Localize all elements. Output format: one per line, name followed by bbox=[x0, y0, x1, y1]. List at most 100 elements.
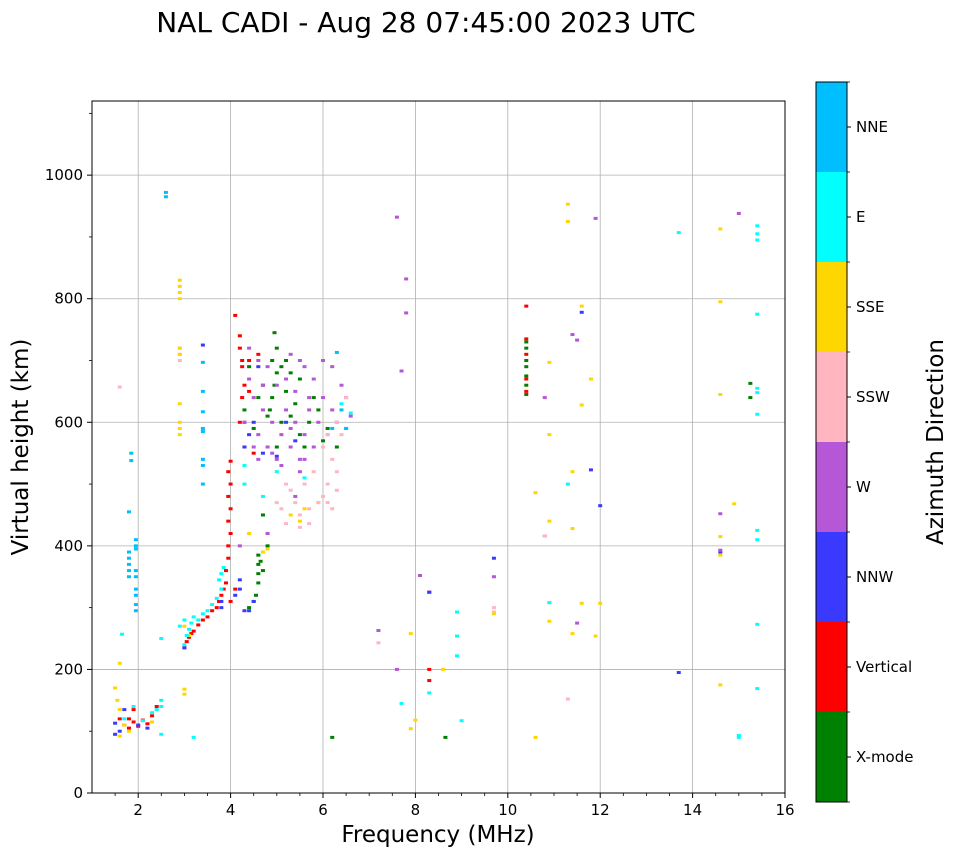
echo-point bbox=[133, 538, 138, 542]
echo-point bbox=[491, 556, 496, 560]
echo-point bbox=[542, 534, 547, 538]
echo-point bbox=[256, 581, 261, 585]
echo-point bbox=[755, 238, 760, 242]
echo-point bbox=[399, 701, 404, 705]
echo-point bbox=[251, 426, 256, 430]
echo-point bbox=[755, 232, 760, 236]
echo-point bbox=[126, 550, 131, 554]
echo-point bbox=[755, 687, 760, 691]
echo-point bbox=[524, 389, 529, 393]
echo-point bbox=[226, 519, 231, 523]
echo-point bbox=[454, 634, 459, 638]
echo-point bbox=[251, 445, 256, 449]
echo-point bbox=[126, 729, 131, 733]
echo-point bbox=[297, 519, 302, 523]
echo-point bbox=[265, 365, 270, 369]
echo-point bbox=[260, 513, 265, 517]
echo-point bbox=[755, 622, 760, 626]
colorbar-label: NNW bbox=[856, 568, 893, 586]
echo-point bbox=[297, 470, 302, 474]
echo-point bbox=[233, 313, 238, 317]
echo-point bbox=[117, 734, 122, 738]
echo-point bbox=[256, 433, 261, 437]
colorbar-swatch bbox=[816, 262, 847, 352]
series-nne bbox=[126, 190, 349, 613]
y-axis-label: Virtual height (km) bbox=[8, 339, 34, 556]
echo-point bbox=[254, 593, 259, 597]
echo-point bbox=[321, 396, 325, 400]
echo-point bbox=[297, 457, 302, 461]
echo-point bbox=[226, 494, 231, 498]
echo-point bbox=[307, 522, 312, 526]
echo-point bbox=[325, 501, 330, 505]
echo-point bbox=[265, 445, 270, 449]
echo-point bbox=[394, 667, 399, 671]
echo-point bbox=[133, 544, 138, 548]
echo-point bbox=[251, 396, 256, 400]
echo-point bbox=[330, 408, 335, 412]
x-tick-label: 8 bbox=[411, 801, 421, 819]
echo-point bbox=[311, 445, 316, 449]
echo-point bbox=[316, 501, 321, 505]
echo-point bbox=[755, 391, 760, 395]
y-tick-label: 600 bbox=[54, 413, 83, 431]
echo-point bbox=[339, 433, 344, 437]
echo-point bbox=[242, 482, 247, 486]
colorbar-swatch bbox=[816, 442, 847, 532]
echo-point bbox=[217, 578, 222, 582]
echo-point bbox=[177, 284, 182, 288]
echo-point bbox=[150, 720, 155, 724]
y-tick-label: 1000 bbox=[45, 166, 83, 184]
echo-point bbox=[718, 535, 723, 539]
echo-point bbox=[237, 587, 242, 591]
echo-point bbox=[579, 601, 584, 605]
echo-point bbox=[223, 569, 228, 573]
echo-point bbox=[321, 439, 325, 443]
echo-point bbox=[293, 389, 298, 393]
echo-point bbox=[226, 556, 231, 560]
echo-point bbox=[177, 352, 182, 356]
echo-point bbox=[755, 386, 760, 390]
echo-point bbox=[593, 216, 598, 220]
echo-point bbox=[191, 735, 196, 739]
echo-point bbox=[200, 426, 205, 430]
echo-point bbox=[133, 587, 138, 591]
echo-point bbox=[330, 426, 335, 430]
echo-point bbox=[163, 195, 168, 199]
echo-point bbox=[491, 575, 496, 579]
echo-point bbox=[427, 667, 432, 671]
x-tick-label: 4 bbox=[226, 801, 236, 819]
echo-point bbox=[159, 698, 164, 702]
y-tick-label: 800 bbox=[54, 290, 83, 308]
echo-point bbox=[279, 507, 284, 511]
echo-point bbox=[126, 717, 131, 721]
gridlines bbox=[92, 101, 785, 794]
echo-point bbox=[191, 615, 196, 619]
echo-point bbox=[718, 300, 723, 304]
echo-point bbox=[344, 426, 349, 430]
x-tick-label: 2 bbox=[133, 801, 143, 819]
echo-point bbox=[177, 359, 182, 362]
echo-point bbox=[247, 365, 252, 369]
echo-point bbox=[131, 708, 136, 712]
echo-point bbox=[718, 550, 723, 554]
echo-point bbox=[214, 606, 219, 610]
echo-point bbox=[120, 632, 125, 636]
echo-point bbox=[284, 377, 289, 381]
echo-point bbox=[182, 618, 187, 622]
echo-point bbox=[258, 559, 263, 563]
echo-point bbox=[325, 426, 330, 430]
echo-point bbox=[325, 433, 330, 437]
echo-point bbox=[113, 686, 118, 690]
echo-point bbox=[376, 641, 381, 645]
echo-point bbox=[311, 470, 316, 474]
echo-point bbox=[150, 711, 155, 715]
echo-point bbox=[288, 513, 293, 517]
echo-point bbox=[284, 420, 289, 424]
echo-point bbox=[247, 346, 252, 350]
echo-point bbox=[205, 615, 210, 619]
echo-point bbox=[163, 190, 168, 194]
echo-point bbox=[348, 411, 353, 415]
echo-point bbox=[408, 727, 413, 731]
echo-point bbox=[182, 687, 187, 691]
